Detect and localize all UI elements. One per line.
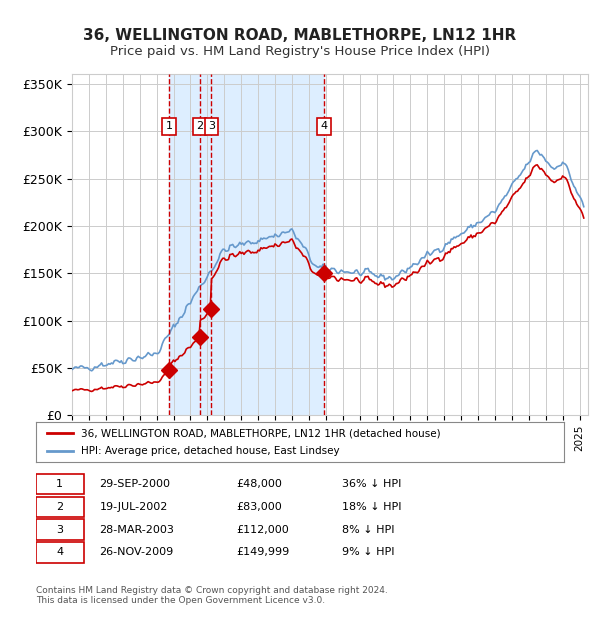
- FancyBboxPatch shape: [36, 497, 83, 517]
- Text: 9% ↓ HPI: 9% ↓ HPI: [342, 547, 395, 557]
- Text: 1: 1: [56, 479, 63, 489]
- Text: 26-NOV-2009: 26-NOV-2009: [100, 547, 173, 557]
- Text: Price paid vs. HM Land Registry's House Price Index (HPI): Price paid vs. HM Land Registry's House …: [110, 45, 490, 58]
- Text: HPI: Average price, detached house, East Lindsey: HPI: Average price, detached house, East…: [81, 446, 340, 456]
- Text: 36, WELLINGTON ROAD, MABLETHORPE, LN12 1HR: 36, WELLINGTON ROAD, MABLETHORPE, LN12 1…: [83, 28, 517, 43]
- Text: 28-MAR-2003: 28-MAR-2003: [100, 525, 174, 534]
- Text: 2: 2: [56, 502, 64, 512]
- Text: 29-SEP-2000: 29-SEP-2000: [100, 479, 170, 489]
- FancyBboxPatch shape: [36, 474, 83, 494]
- Text: 4: 4: [56, 547, 64, 557]
- Text: 8% ↓ HPI: 8% ↓ HPI: [342, 525, 395, 534]
- Text: 1: 1: [166, 122, 173, 131]
- Text: 36, WELLINGTON ROAD, MABLETHORPE, LN12 1HR (detached house): 36, WELLINGTON ROAD, MABLETHORPE, LN12 1…: [81, 428, 440, 439]
- FancyBboxPatch shape: [36, 520, 83, 540]
- Text: 3: 3: [56, 525, 63, 534]
- Text: Contains HM Land Registry data © Crown copyright and database right 2024.
This d: Contains HM Land Registry data © Crown c…: [36, 586, 388, 605]
- Text: 18% ↓ HPI: 18% ↓ HPI: [342, 502, 402, 512]
- FancyBboxPatch shape: [36, 542, 83, 562]
- Text: £48,000: £48,000: [236, 479, 283, 489]
- Text: 2: 2: [196, 122, 203, 131]
- Bar: [169, 74, 324, 415]
- Text: £83,000: £83,000: [236, 502, 283, 512]
- Text: 36% ↓ HPI: 36% ↓ HPI: [342, 479, 401, 489]
- Text: 19-JUL-2002: 19-JUL-2002: [100, 502, 168, 512]
- Text: 3: 3: [208, 122, 215, 131]
- Text: £149,999: £149,999: [236, 547, 290, 557]
- Text: £112,000: £112,000: [236, 525, 289, 534]
- Text: 4: 4: [320, 122, 328, 131]
